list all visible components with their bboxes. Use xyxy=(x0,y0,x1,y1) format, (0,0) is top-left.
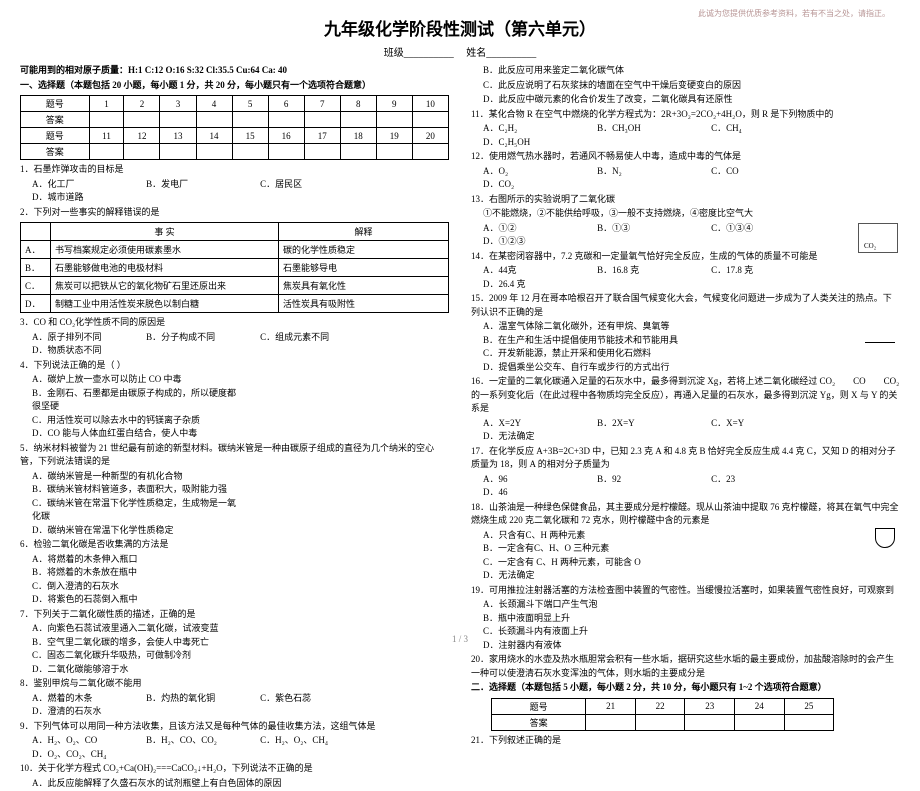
q6: 6．检验二氧化碳是否收集满的方法是 xyxy=(20,538,449,552)
page-number: 1 / 3 xyxy=(452,634,468,644)
section2-heading: 二．选择题（本题包括 5 小题，每小题 2 分，共 10 分，每小题只有 1~2… xyxy=(471,681,900,695)
q14-opts: A．44克B．16.8 克C．17.8 克D．26.4 克 xyxy=(471,264,900,291)
q16-opts: A．X=2YB．2X=YC．X=YD．无法确定 xyxy=(471,417,900,444)
q4: 4．下列说法正确的是（ ） xyxy=(20,359,449,373)
q8: 8．鉴别甲烷与二氧化碳不能用 xyxy=(20,677,449,691)
figure-co2-beaker xyxy=(858,223,898,253)
q11-opts: A．C₂H₂B．CH₃OHC．CH₄D．C₂H₅OH xyxy=(471,122,900,149)
q2: 2．下列对一些事实的解释错误的是 xyxy=(20,206,449,220)
header-note: 此诚为您提供优质参考资料，若有不当之处，请指正。 xyxy=(698,8,890,19)
q9: 9．下列气体可以用同一种方法收集，且该方法又是每种气体的最佳收集方法，这组气体是 xyxy=(20,720,449,734)
q1-opts: A．化工厂B．发电厂C．居民区D．城市道路 xyxy=(20,178,449,205)
q3: 3．CO 和 CO₂化学性质不同的原因是 xyxy=(20,316,449,330)
name-label: 姓名 xyxy=(466,48,486,59)
q14: 14．在某密闭容器中，7.2 克碳和一定量氧气恰好完全反应，生成的气体的质量不可… xyxy=(471,250,900,264)
q2-table: 事 实解释 A．书写档案规定必须使用碳素墨水碳的化学性质稳定 B．石墨能够做电池… xyxy=(20,222,449,313)
q15: 15．2009 年 12 月在哥本哈根召开了联合国气候变化大会，气候变化问题进一… xyxy=(471,292,900,319)
q12: 12．使用燃气热水器时，若通风不畅易使人中毒，造成中毒的气体是 xyxy=(471,150,900,164)
q18: 18．山茶油是一种绿色保健食品，其主要成分是柠檬醛。现从山茶油中提取 76 克柠… xyxy=(471,501,900,528)
q21: 21．下列叙述正确的是 xyxy=(471,734,900,748)
q7: 7．下列关于二氧化碳性质的描述，正确的是 xyxy=(20,608,449,622)
atomic-mass: 可能用到的相对原子质量：H:1 C:12 O:16 S:32 Cl:35.5 C… xyxy=(20,64,449,78)
q10: 10．关于化学方程式 CO₂+Ca(OH)₂===CaCO₃↓+H₂O，下列说法… xyxy=(20,762,449,776)
q1: 1．石墨炸弹攻击的目标是 xyxy=(20,163,449,177)
q13-opts: A．①②B．①③C．①③④D．①②③ xyxy=(471,222,900,249)
left-column: 可能用到的相对原子质量：H:1 C:12 O:16 S:32 Cl:35.5 C… xyxy=(20,63,449,791)
q6-opts: A．将燃着的木条伸入瓶口B．将燃着的木条放在瓶中C．倒入澄清的石灰水D．将紫色的… xyxy=(20,553,449,607)
q11: 11．某化合物 R 在空气中燃烧的化学方程式为：2R+3O₂=2CO₂+4H₂O… xyxy=(471,108,900,122)
q13-opt-line1: ①不能燃烧，②不能供给呼吸，③一般不支持燃烧，④密度比空气大 xyxy=(471,207,900,221)
q8-opts: A．燃着的木条B．灼热的氧化铜C．紫色石蕊D．澄清的石灰水 xyxy=(20,692,449,719)
q10-opt-c: C．此反应说明了石灰浆抹的墙面在空气中干燥后变硬变白的原因 xyxy=(471,79,900,93)
subtitle: 班级__________ 姓名__________ xyxy=(20,44,900,59)
answer-table-2: 题号2122232425 答案 xyxy=(491,698,834,731)
q17-opts: A．96B．92C．23D．46 xyxy=(471,473,900,500)
q3-opts: A．原子排列不同B．分子构成不同C．组成元素不同D．物质状态不同 xyxy=(20,331,449,358)
q20: 20．家用烧水的水壶及热水瓶胆常会积有一些水垢，据研究这些水垢的最主要成份，加盐… xyxy=(471,653,900,680)
q10-opt-a: A．此反应能解释了久盛石灰水的试剂瓶壁上有白色固体的原因 xyxy=(20,777,449,791)
q9-opts: A．H₂、O₂、COB．H₂、CO、CO₂C．H₂、O₂、CH₄D．O₂、CO₂… xyxy=(20,734,449,761)
q18-opts: A．只含有C、H 两种元素B．一定含有C、H、O 三种元素C．一定含有 C、H … xyxy=(471,529,900,583)
right-column: B．此反应可用来鉴定二氧化碳气体 C．此反应说明了石灰浆抹的墙面在空气中干燥后变… xyxy=(471,63,900,791)
q10-opt-b: B．此反应可用来鉴定二氧化碳气体 xyxy=(471,64,900,78)
q12-opts: A．O₂B．N₂C．COD．CO₂ xyxy=(471,165,900,192)
q10-opt-d: D．此反应中碳元素的化合价发生了改变，二氧化碳具有还原性 xyxy=(471,93,900,107)
q13: 13．右图所示的实验说明了二氧化碳 xyxy=(471,193,900,207)
q5: 5．纳米材料被誉为 21 世纪最有前途的新型材料。碳纳米管是一种由碳原子组成的直… xyxy=(20,442,449,469)
q17: 17．在化学反应 A+3B=2C+3D 中，已知 2.3 克 A 和 4.8 克… xyxy=(471,445,900,472)
q5-opts: A．碳纳米管是一种新型的有机化合物B．碳纳米管材料管道多，表面积大，吸附能力强C… xyxy=(20,470,449,538)
q16: 16．一定量的二氧化碳通入足量的石灰水中，最多得到沉淀 Xg，若将上述二氧化碳经… xyxy=(471,375,900,416)
figure-burner-icon xyxy=(865,321,895,343)
class-label: 班级 xyxy=(384,48,404,59)
q19-opts: A．长颈漏斗下端口产生气泡B．瓶中液面明显上升C．长颈漏斗内有液面上升D．注射器… xyxy=(471,598,900,652)
q7-opts: A．向紫色石蕊试液里通入二氧化碳，试液变蓝B．空气里二氧化碳的增多，会使人中毒死… xyxy=(20,622,449,676)
q4-opts: A．碳炉上放一壶水可以防止 CO 中毒B．金刚石、石墨都是由碳原子构成的，所以硬… xyxy=(20,373,449,441)
q15-opts: A．温室气体除二氧化碳外，还有甲烷、臭氧等B．在生产和生活中提倡使用节能技术和节… xyxy=(471,320,900,374)
section1-heading: 一、选择题（本题包括 20 小题，每小题 1 分，共 20 分，每小题只有一个选… xyxy=(20,79,449,93)
answer-table-1: 题号12345678910 答案 题号11121314151617181920 … xyxy=(20,95,449,160)
figure-flask-icon xyxy=(860,518,890,548)
q19: 19．可用推拉注射器活塞的方法检查图中装置的气密性。当缓慢拉活塞时，如果装置气密… xyxy=(471,584,900,598)
